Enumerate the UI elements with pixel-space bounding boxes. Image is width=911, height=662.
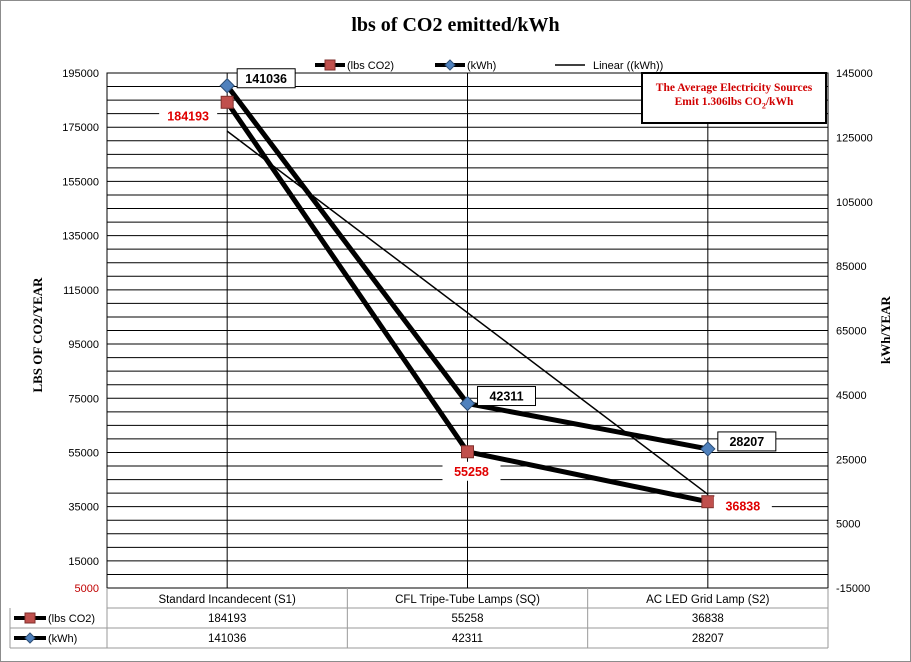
annotation-line-1: The Average Electricity Sources xyxy=(655,82,813,94)
x-tick-label: CFL Tripe-Tube Lamps (SQ) xyxy=(395,594,540,606)
data-point-kwh xyxy=(700,441,716,457)
table-cell-value: 141036 xyxy=(208,633,246,645)
annotation-subscript: 2 xyxy=(761,101,766,111)
table-legend-marker xyxy=(24,632,36,644)
data-point-kwh xyxy=(219,78,235,94)
y-tick-label-right: 145000 xyxy=(836,68,873,80)
legend-label: (lbs CO2) xyxy=(347,60,394,72)
data-label-box xyxy=(477,386,536,407)
y-tick-label-left: 55000 xyxy=(68,447,99,459)
data-label-box xyxy=(442,461,501,481)
legend-label: Linear ((kWh)) xyxy=(593,60,663,72)
y-tick-label-right: 85000 xyxy=(836,261,867,273)
y-tick-label-left: 155000 xyxy=(62,176,99,188)
legend-label: (kWh) xyxy=(467,60,496,72)
y-tick-label-right: 125000 xyxy=(836,132,873,144)
y-tick-label-right: 105000 xyxy=(836,197,873,209)
table-cell-value: 184193 xyxy=(208,613,246,625)
y-tick-label-left: 115000 xyxy=(63,285,99,297)
y-tick-label-left: 135000 xyxy=(62,231,99,243)
y-tick-label-left: 35000 xyxy=(68,502,99,514)
data-label-box xyxy=(717,431,777,452)
legend-marker xyxy=(324,59,336,71)
y-tick-label-right: 5000 xyxy=(836,519,860,531)
y-tick-label-right: 65000 xyxy=(836,326,867,338)
y-tick-label-right: 25000 xyxy=(836,454,867,466)
table-series-name: (kWh) xyxy=(48,633,77,645)
y-tick-label-left: 75000 xyxy=(68,393,99,405)
annotation-line-2: Emit 1.306lbs CO2/kWh xyxy=(674,96,794,111)
table-legend-marker xyxy=(24,612,36,624)
table-cell-value: 55258 xyxy=(452,613,484,625)
table-cell-value: 36838 xyxy=(692,613,724,625)
data-label-box xyxy=(236,68,296,89)
annotation-box: The Average Electricity Sources Emit 1.3… xyxy=(641,72,827,124)
y-tick-label-left: 195000 xyxy=(62,68,99,80)
y-tick-label-left: 15000 xyxy=(68,556,99,568)
y-tick-label-left: 95000 xyxy=(68,339,99,351)
data-label-box xyxy=(159,106,218,126)
data-label-co2: 36838 xyxy=(725,500,760,514)
table-cell-value: 28207 xyxy=(692,633,724,645)
table-series-name: (lbs CO2) xyxy=(48,613,95,625)
x-tick-label: Standard Incandecent (S1) xyxy=(158,594,296,606)
data-label-box xyxy=(713,496,772,516)
legend-marker xyxy=(444,59,456,71)
data-label-co2: 55258 xyxy=(454,465,489,479)
data-label-kwh: 42311 xyxy=(489,390,523,404)
plot-area xyxy=(106,72,829,589)
data-point-co2 xyxy=(461,445,474,459)
y-tick-label-left: 175000 xyxy=(62,122,99,134)
y-tick-label-right: -15000 xyxy=(836,583,870,595)
data-point-co2 xyxy=(701,495,715,509)
table-cell-value: 42311 xyxy=(452,633,483,645)
data-label-kwh: 141036 xyxy=(245,72,287,86)
data-label-kwh: 28207 xyxy=(729,435,764,449)
data-label-co2: 184193 xyxy=(167,109,209,123)
x-tick-label: AC LED Grid Lamp (S2) xyxy=(646,594,770,606)
data-point-kwh xyxy=(459,395,476,412)
y-tick-label-left: 5000 xyxy=(75,583,99,595)
chart-title: lbs of CO2 emitted/kWh xyxy=(351,14,560,36)
data-point-co2 xyxy=(220,95,234,109)
y-tick-label-right: 45000 xyxy=(836,390,867,402)
